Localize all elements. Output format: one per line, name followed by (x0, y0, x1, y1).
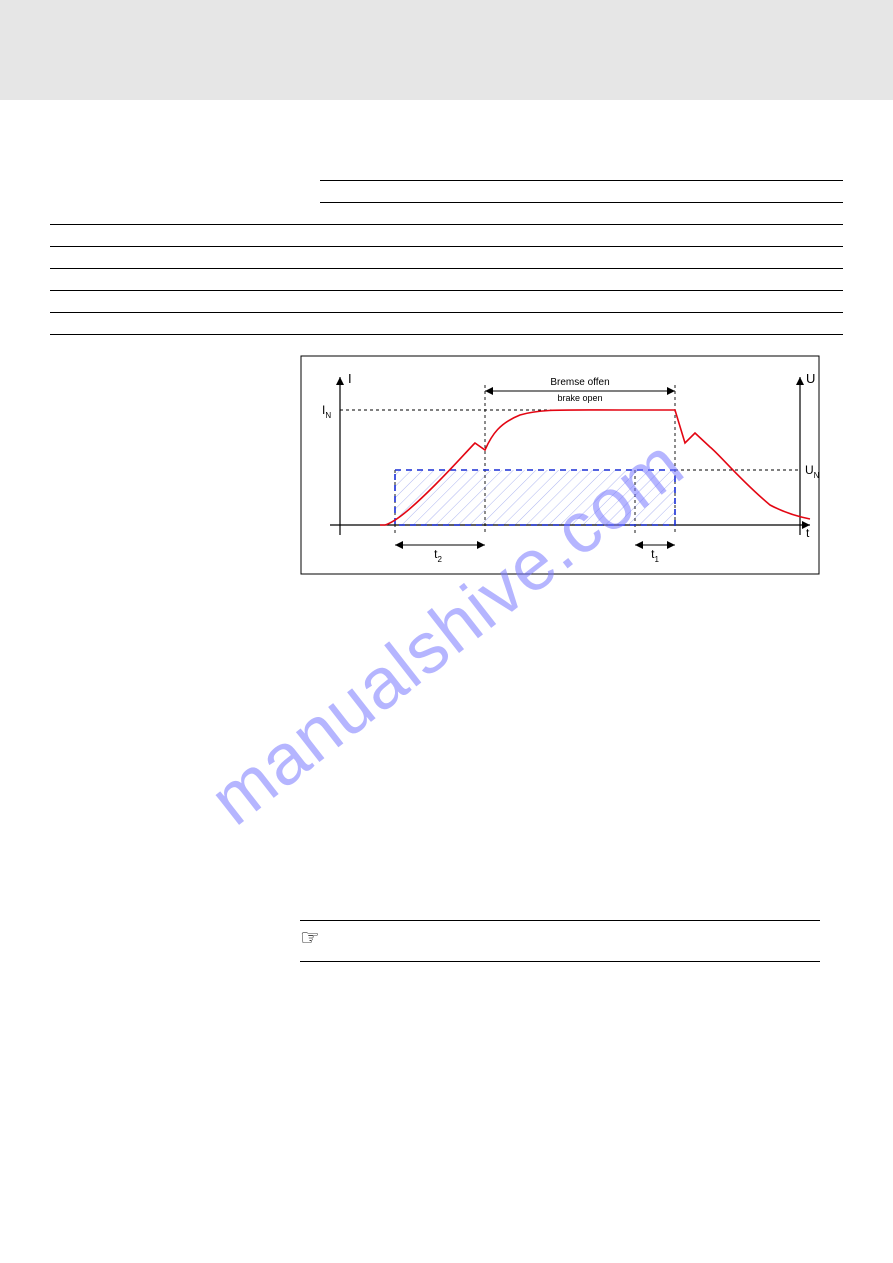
cell (581, 202, 668, 224)
cell (407, 246, 494, 268)
table-header-row-1 (50, 130, 843, 180)
note-rule-top (300, 920, 820, 921)
table-row (50, 224, 843, 246)
col-hdr-mid-1 (407, 180, 494, 202)
table-row (50, 268, 843, 290)
unit-header-top (280, 130, 320, 180)
table-row (50, 202, 843, 224)
brake-open-de: Bremse offen (550, 377, 609, 388)
cell (669, 290, 756, 312)
cell (669, 268, 756, 290)
cell (581, 224, 668, 246)
pointing-hand-icon: ☞ (300, 927, 320, 949)
cell (669, 312, 756, 334)
note-rule-bottom (300, 961, 820, 962)
note-block: ☞ (300, 920, 820, 962)
col-hdr-mid-4 (669, 180, 756, 202)
row-label (50, 290, 280, 312)
table-corner-2 (50, 180, 280, 202)
cell (756, 202, 843, 224)
row-label (50, 246, 280, 268)
content-area: I U t IN UN Bremse offen brake open (0, 130, 893, 962)
row-label (50, 202, 280, 224)
row-unit (280, 224, 320, 246)
col-hdr-top-4 (669, 130, 756, 180)
col-hdr-mid-5 (756, 180, 843, 202)
cell (407, 312, 494, 334)
col-hdr-top-5 (756, 130, 843, 180)
t1-label: t1 (651, 547, 659, 564)
cell (494, 202, 581, 224)
row-unit (280, 246, 320, 268)
cell (581, 312, 668, 334)
cell (494, 312, 581, 334)
axis-U-label: U (806, 371, 815, 386)
col-hdr-top-1 (407, 130, 494, 180)
cell (494, 268, 581, 290)
cell (494, 290, 581, 312)
col-hdr-top-2 (494, 130, 581, 180)
chart-svg: I U t IN UN Bremse offen brake open (300, 355, 820, 575)
cell (669, 202, 756, 224)
cell (407, 224, 494, 246)
cell (320, 268, 407, 290)
t2-label: t2 (434, 547, 442, 564)
cell (320, 202, 407, 224)
row-unit (280, 290, 320, 312)
spec-table (50, 130, 843, 335)
cell (756, 268, 843, 290)
row-unit (280, 312, 320, 334)
brake-open-en: brake open (557, 393, 602, 403)
table-header-row-2 (50, 180, 843, 202)
axis-t-label: t (806, 526, 810, 540)
cell (581, 246, 668, 268)
row-unit (280, 268, 320, 290)
table-corner (50, 130, 280, 180)
col-hdr-mid-3 (581, 180, 668, 202)
cell (407, 290, 494, 312)
cell (756, 246, 843, 268)
cell (756, 224, 843, 246)
axis-I-label: I (348, 371, 352, 386)
cell (320, 224, 407, 246)
unit-header-mid (280, 180, 320, 202)
cell (494, 246, 581, 268)
cell (494, 224, 581, 246)
row-label (50, 224, 280, 246)
header-band (0, 0, 893, 100)
table-row (50, 290, 843, 312)
cell (407, 202, 494, 224)
cell (669, 246, 756, 268)
col-hdr-top-0 (320, 130, 407, 180)
table-row (50, 246, 843, 268)
IN-label: IN (322, 403, 331, 420)
cell (407, 268, 494, 290)
brake-timing-chart: I U t IN UN Bremse offen brake open (300, 355, 820, 580)
cell (320, 290, 407, 312)
table-row (50, 312, 843, 334)
cell (669, 224, 756, 246)
cell (756, 312, 843, 334)
col-hdr-mid-0 (320, 180, 407, 202)
row-unit (280, 202, 320, 224)
cell (756, 290, 843, 312)
col-hdr-top-3 (581, 130, 668, 180)
col-hdr-mid-2 (494, 180, 581, 202)
row-label (50, 312, 280, 334)
UN-label: UN (805, 463, 820, 480)
cell (581, 268, 668, 290)
row-label (50, 268, 280, 290)
cell (581, 290, 668, 312)
cell (320, 246, 407, 268)
cell (320, 312, 407, 334)
